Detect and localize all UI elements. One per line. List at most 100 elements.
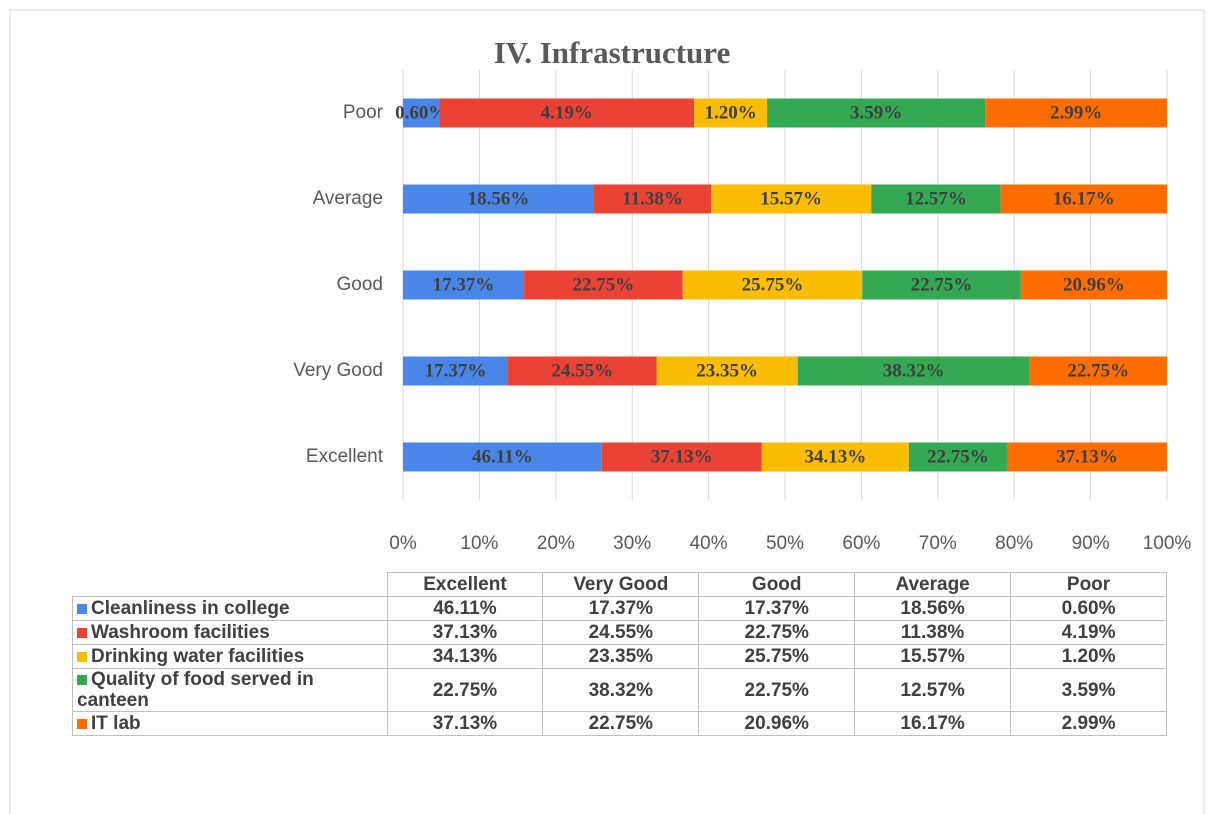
table-cell: 12.57% [854,668,1012,712]
table-cell: 2.99% [1010,711,1167,736]
table-cell: 17.37% [542,596,700,621]
table-header-cell: Average [854,572,1012,597]
table-cell: 3.59% [1010,668,1167,712]
data-label: 2.99% [1050,102,1102,123]
data-label: 38.32% [883,360,945,381]
x-tick-label: 50% [766,533,804,554]
table-cell: 37.13% [386,711,544,736]
table-cell: 20.96% [698,711,856,736]
table-cell: 0.60% [1010,596,1167,621]
table-row: Washroom facilities 37.13% 24.55% 22.75% 11.… [72,620,1167,645]
y-tick-label: Very Good [293,360,383,381]
legend-label: IT lab [91,713,141,734]
bar-segment [403,356,509,386]
bar-segment [601,442,762,472]
x-tick-label: 100% [1143,533,1192,554]
bar-segment [403,98,440,128]
table-header-row: Excellent Very Good Good Average Poor [73,572,1167,597]
legend-label: Cleanliness in college [91,598,290,619]
legend-swatch [77,652,87,662]
table-cell: 37.13% [386,620,544,645]
bar-segment [985,98,1167,128]
table-header-cell: Good [698,572,856,597]
x-tick-label: 10% [460,533,498,554]
bar-segment [403,270,525,300]
bar-segment [761,442,909,472]
data-label: 15.57% [760,188,822,209]
x-tick-label: 70% [919,533,957,554]
legend-label: Washroom facilities [91,622,270,643]
bar-segment [908,442,1007,472]
bar-segment [403,442,602,472]
y-tick-label: Good [337,274,383,295]
data-label: 18.56% [468,188,530,209]
legend-label: Drinking water facilities [91,646,305,667]
data-label: 4.19% [541,102,593,123]
data-label: 23.35% [696,360,758,381]
table-row: Cleanliness in college 46.11% 17.37% 17.37%… [72,596,1167,621]
table-header-cell: Poor [1010,572,1167,597]
table-corner [73,573,388,597]
table-cell: 25.75% [698,644,856,669]
legend-cell: Drinking water facilities [72,644,388,669]
data-label: 22.75% [927,446,989,467]
bar-segment [711,184,872,214]
bar-segment [871,184,1001,214]
table-header-cell: Very Good [542,572,700,597]
table-row: IT lab 37.13% 22.75% 20.96% 16.17% 2.99% [72,711,1167,736]
bar-segment [403,184,594,214]
chart-title: IV. Infrastructure [494,35,731,70]
data-label: 17.37% [433,274,495,295]
table-header-cell: Excellent [386,572,544,597]
data-label: 25.75% [742,274,804,295]
bar-segment [439,98,695,128]
table-row: Quality of food served in canteen 22.75% 3… [72,668,1167,712]
legend-cell: IT lab [72,711,388,736]
data-label: 11.38% [622,188,683,209]
bar-segment [524,270,683,300]
data-label: 46.11% [472,446,533,467]
data-label: 1.20% [704,102,756,123]
y-tick-label: Average [313,188,383,209]
data-label: 24.55% [551,360,613,381]
chart-border [9,9,1205,814]
table-cell: 46.11% [386,596,544,621]
x-tick-label: 90% [1072,533,1110,554]
bar-segment [593,184,712,214]
data-label: 16.17% [1053,188,1115,209]
legend-swatch [77,675,87,685]
legend-label: Quality of food served in canteen [77,669,314,711]
bar-segment [1000,184,1167,214]
x-tick-label: 20% [537,533,575,554]
table-cell: 38.32% [542,668,700,712]
table-row: Drinking water facilities 34.13% 23.35% 25.… [72,644,1167,669]
bar-segment [767,98,986,128]
table-cell: 22.75% [542,711,700,736]
x-tick-label: 0% [389,533,417,554]
table-cell: 4.19% [1010,620,1167,645]
x-tick-label: 30% [613,533,651,554]
y-tick-label: Excellent [306,446,384,467]
bar-segment [694,98,768,128]
legend-cell: Quality of food served in canteen [72,668,388,712]
bar-segment [797,356,1030,386]
bar-segment [1020,270,1167,300]
data-label: 17.37% [425,360,487,381]
y-tick-label: Poor [343,102,384,123]
table-cell: 18.56% [854,596,1012,621]
table-cell: 24.55% [542,620,700,645]
x-tick-label: 40% [690,533,728,554]
data-label: 12.57% [905,188,967,209]
table-cell: 22.75% [698,620,856,645]
data-label: 20.96% [1063,274,1125,295]
table-cell: 17.37% [698,596,856,621]
data-label: 0.60% [395,102,447,123]
legend-swatch [77,719,87,729]
legend-swatch [77,604,87,614]
data-label: 37.13% [1056,446,1118,467]
bar-segment [508,356,657,386]
legend-swatch [77,628,87,638]
data-label: 22.75% [911,274,973,295]
table-cell: 22.75% [386,668,544,712]
